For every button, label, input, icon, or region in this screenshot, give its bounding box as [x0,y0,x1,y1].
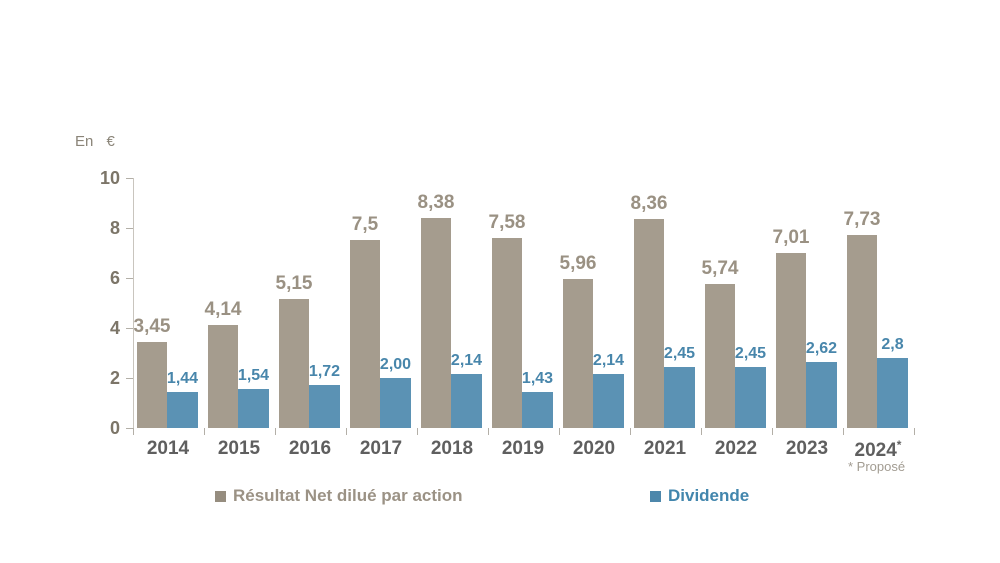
y-axis-tick-label: 2 [109,368,120,388]
bar-net-result-2017 [350,240,380,428]
bar-value-label: 8,38 [417,192,455,213]
x-axis-tick [772,428,773,435]
bar-dividend-2015 [238,389,269,428]
bar-net-result-2022 [705,284,735,428]
x-axis-tick [843,428,844,435]
bar-net-result-2020 [563,279,593,428]
y-axis-tick-label: 6 [109,268,120,288]
y-axis-unit-label: En € [75,133,115,150]
legend-swatch-gray-icon [215,490,226,502]
bar-value-label: 7,01 [772,227,810,248]
x-axis-category-label: 2020 [572,438,616,459]
x-axis-category-label: 2022 [714,438,758,459]
bar-value-label: 7,5 [351,214,379,235]
bar-dividend-2020 [593,374,624,428]
bar-dividend-2022 [735,367,766,428]
legend-swatch-blue-icon [650,490,661,502]
x-axis-category-label: 2019 [501,438,545,459]
bar-net-result-2014 [137,342,167,428]
x-axis-tick [346,428,347,435]
x-axis-tick [133,428,134,435]
y-axis-tick [126,428,133,429]
bar-value-label: 1,43 [521,370,554,387]
y-axis-tick [126,178,133,179]
x-axis-tick [417,428,418,435]
legend-item-net-result: Résultat Net dilué par action [215,486,463,506]
y-axis-tick-label: 10 [99,168,120,188]
x-axis-tick [701,428,702,435]
bar-value-label: 8,36 [630,193,668,214]
bar-value-label: 7,58 [488,212,526,233]
bar-net-result-2024 [847,235,877,428]
bar-net-result-2021 [634,219,664,428]
bar-value-label: 2,00 [379,356,412,373]
y-axis-tick-label: 0 [109,418,120,438]
x-axis-category-label: 2016 [288,438,332,459]
chart-legend: Résultat Net dilué par action Dividende [0,483,1000,507]
bar-value-label: 5,74 [701,258,739,279]
legend-item-dividend: Dividende [650,486,749,506]
x-axis-category-label: 2014 [146,438,190,459]
y-axis-tick [126,328,133,329]
x-axis-category-label: 2018 [430,438,474,459]
bar-value-label: 2,45 [734,345,767,362]
x-axis-category-label: 2024* [854,438,902,461]
footnote-proposed: * Proposé [848,459,906,474]
x-axis-tick [275,428,276,435]
bar-dividend-2024 [877,358,908,428]
bar-net-result-2019 [492,238,522,428]
bar-value-label: 2,14 [450,352,483,369]
bar-value-label: 2,8 [881,336,904,353]
bar-net-result-2023 [776,253,806,428]
y-axis-tick-label: 8 [109,218,120,238]
bar-value-label: 3,45 [133,316,171,337]
bar-net-result-2016 [279,299,309,428]
x-axis-category-label: 2015 [217,438,261,459]
bar-value-label: 2,14 [592,352,625,369]
bar-net-result-2018 [421,218,451,428]
x-axis-tick [204,428,205,435]
x-axis-tick [488,428,489,435]
y-axis-tick [126,278,133,279]
bar-value-label: 4,14 [204,299,242,320]
y-axis-tick [126,228,133,229]
x-axis-tick [559,428,560,435]
y-axis-tick [126,378,133,379]
x-axis-tick [630,428,631,435]
bar-dividend-2016 [309,385,340,428]
bar-dividend-2014 [167,392,198,428]
bar-net-result-2015 [208,325,238,428]
bar-dividend-2017 [380,378,411,428]
x-axis-category-label: 2017 [359,438,403,459]
x-axis-category-label: 2021 [643,438,687,459]
bar-dividend-2021 [664,367,695,428]
bar-value-label: 5,15 [275,273,313,294]
bar-value-label: 1,72 [308,363,341,380]
bar-value-label: 2,62 [805,340,838,357]
bar-value-label: 1,44 [166,370,199,387]
bar-value-label: 1,54 [237,367,270,384]
legend-label-dividend: Dividende [668,486,750,505]
bar-value-label: 7,73 [843,209,881,230]
y-axis-tick-label: 4 [109,318,120,338]
proposed-asterisk: * [896,438,902,452]
x-axis-category-label: 2023 [785,438,829,459]
bar-dividend-2019 [522,392,553,428]
x-axis-tick [914,428,915,435]
y-axis-line [133,178,134,428]
bar-dividend-2023 [806,362,837,428]
bar-value-label: 5,96 [559,253,597,274]
legend-label-net-result: Résultat Net dilué par action [233,486,463,505]
bar-value-label: 2,45 [663,345,696,362]
bar-dividend-2018 [451,374,482,428]
